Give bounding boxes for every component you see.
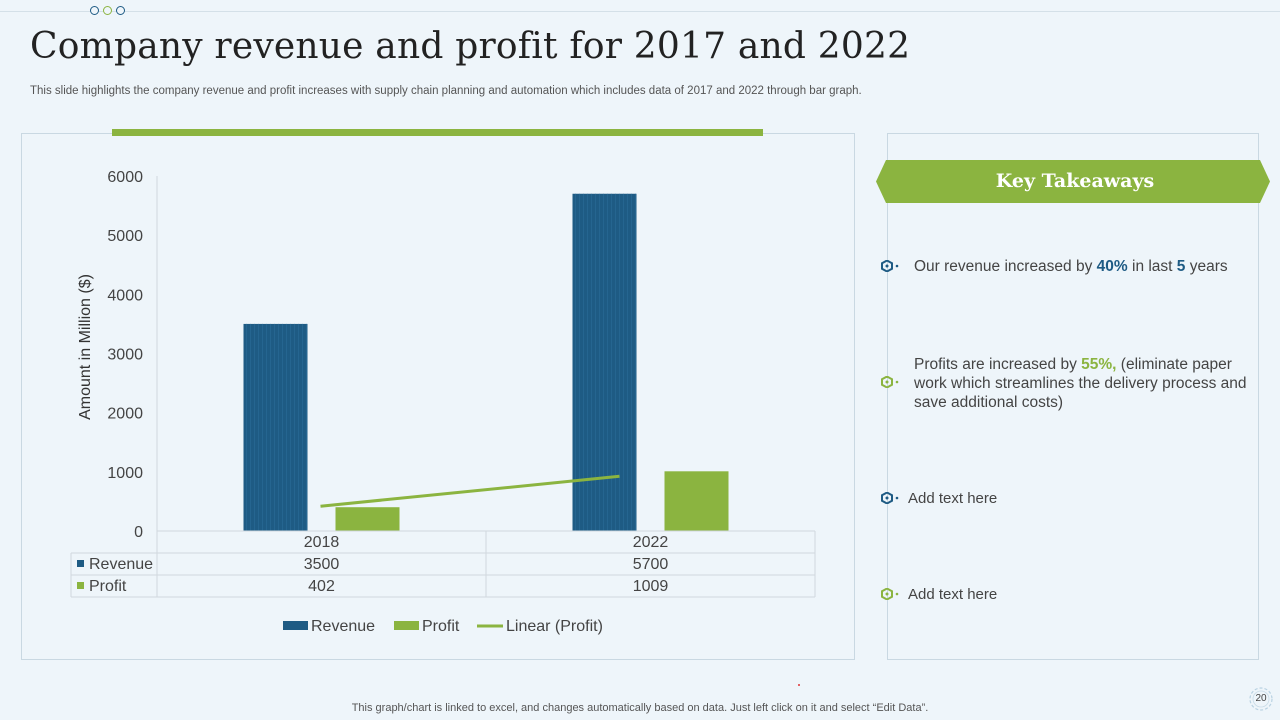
- legend-profit-label: Profit: [422, 618, 460, 635]
- x-tick-label: 2022: [633, 534, 669, 551]
- takeaways-panel: [887, 133, 1259, 660]
- y-tick-label: 6000: [107, 169, 143, 186]
- legend-profit-key: [394, 621, 419, 630]
- table-data-label: 3500: [304, 556, 340, 573]
- table-series-label: Revenue: [89, 556, 153, 573]
- table-data-label: 1009: [633, 578, 669, 595]
- y-axis-label: Amount in Million ($): [77, 274, 94, 420]
- gear-icon: [1249, 687, 1273, 711]
- x-tick-label: 2018: [304, 534, 340, 551]
- legend-revenue-label: Revenue: [311, 618, 375, 635]
- legend-revenue-key: [283, 621, 308, 630]
- table-series-label: Profit: [89, 578, 127, 595]
- page-subtitle: This slide highlights the company revenu…: [30, 85, 862, 97]
- profit-bar: [335, 507, 400, 531]
- takeaway-item-2: Profits are increased by 55%, (eliminate…: [914, 355, 1249, 412]
- table-legend-key: [77, 560, 84, 567]
- takeaway-item-3: Add text here: [908, 490, 998, 507]
- takeaway-text: years: [1185, 258, 1228, 275]
- decorative-dots: [90, 6, 125, 15]
- takeaways-heading: Key Takeaways: [995, 170, 1155, 192]
- profit-bar: [664, 471, 729, 531]
- takeaways-banner: [876, 160, 1270, 203]
- dot-icon: [103, 6, 112, 15]
- hexagon-bullet-icon: [881, 260, 899, 272]
- takeaway-highlight: 40%: [1096, 258, 1128, 275]
- hexagon-bullet-icon: [881, 588, 899, 600]
- table-data-label: 5700: [633, 556, 669, 573]
- takeaway-text: in last: [1127, 258, 1177, 275]
- legend-trendline-label: Linear (Profit): [506, 618, 603, 635]
- table-legend-key: [77, 582, 84, 589]
- y-tick-label: 5000: [107, 228, 143, 245]
- page-number-text: 20: [1255, 693, 1267, 704]
- takeaway-text: Our revenue increased by: [914, 258, 1097, 275]
- page-number: 20: [1246, 684, 1276, 714]
- page-title: Company revenue and profit for 2017 and …: [30, 26, 911, 67]
- trendline: [320, 474, 620, 508]
- y-tick-label: 0: [134, 524, 143, 541]
- takeaway-text: Profits are increased by: [914, 356, 1082, 373]
- takeaway-item-4: Add text here: [908, 586, 998, 603]
- dot-icon: [116, 6, 125, 15]
- takeaway-highlight: 5: [1176, 258, 1186, 275]
- table-data-label: 402: [308, 578, 335, 595]
- hexagon-bullet-icon: [881, 376, 899, 388]
- y-tick-label: 1000: [107, 465, 143, 482]
- top-divider: [0, 11, 1280, 12]
- takeaway-item-1: Our revenue increased by 40% in last 5 y…: [914, 257, 1254, 276]
- dot-icon: [90, 6, 99, 15]
- y-tick-label: 4000: [107, 287, 143, 304]
- y-tick-label: 2000: [107, 406, 143, 423]
- hexagon-bullet-icon: [881, 492, 899, 504]
- footer-note: This graph/chart is linked to excel, and…: [351, 702, 929, 714]
- revenue-bar: [243, 323, 308, 531]
- chart-panel[interactable]: [21, 133, 855, 660]
- takeaway-highlight: 55%,: [1081, 356, 1117, 373]
- y-tick-label: 3000: [107, 347, 143, 364]
- chart-accent-bar: [112, 129, 763, 136]
- decorative-dot: [798, 684, 800, 686]
- takeaway-text: (eliminate paper work which streamlines …: [914, 356, 1247, 411]
